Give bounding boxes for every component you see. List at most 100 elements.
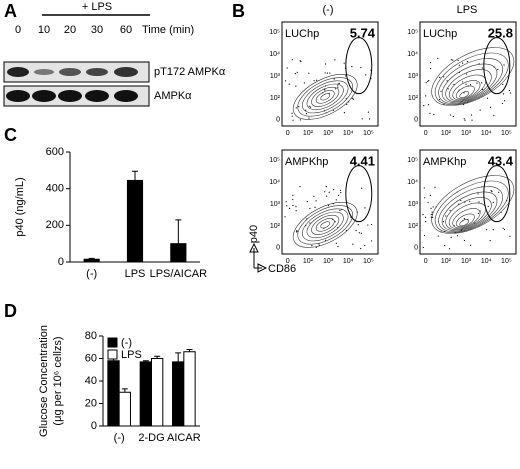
contour (434, 52, 509, 105)
time-tick: 0 (15, 24, 21, 36)
event-dot (338, 82, 340, 85)
event-dot (360, 232, 362, 234)
event-dot (471, 119, 473, 121)
event-dot (333, 189, 335, 191)
event-dot (423, 104, 425, 107)
event-dot (452, 59, 454, 61)
y-tick-label: 10⁴ (407, 51, 418, 58)
event-dot (306, 201, 308, 203)
contours (284, 185, 373, 250)
blot-label: pT172 AMPKα (154, 66, 226, 78)
contours (423, 47, 515, 121)
event-dot (364, 207, 366, 209)
event-dot (449, 114, 452, 116)
event-dot (351, 97, 353, 99)
bar (151, 358, 164, 427)
event-dot (477, 212, 479, 214)
panel-label: B (232, 1, 245, 21)
event-dot (367, 224, 369, 226)
event-dot (314, 206, 316, 208)
contour (297, 77, 353, 117)
event-dot (355, 229, 357, 232)
event-dot (430, 67, 432, 70)
y-tick-label: 200 (46, 219, 64, 231)
x-tick-label: 10³ (323, 258, 334, 265)
event-dot (284, 216, 286, 218)
condition-label: LPS (457, 4, 478, 16)
bar (183, 351, 196, 427)
y-tick-label: 60 (85, 352, 97, 364)
contour (311, 214, 340, 235)
event-dot (437, 57, 439, 60)
y-tick-label: 600 (46, 146, 64, 158)
contour (431, 175, 515, 234)
event-dot (432, 206, 434, 208)
event-dot (308, 72, 310, 74)
bar (107, 360, 120, 427)
plot-frame (419, 21, 517, 127)
event-dot (324, 239, 327, 241)
contour (445, 197, 492, 230)
event-dot (344, 75, 347, 77)
legend-label: LPS (121, 349, 142, 361)
y-tick-label: 10⁴ (269, 179, 280, 186)
event-dot (296, 230, 298, 232)
event-dot (422, 246, 424, 249)
y-tick-label: 0 (276, 245, 280, 252)
contour (306, 211, 344, 239)
event-dot (509, 235, 511, 237)
event-dot (326, 195, 328, 197)
contour (438, 58, 503, 104)
blot (3, 61, 150, 83)
event-dot (440, 90, 442, 92)
plot-name: AMPKhp (423, 156, 466, 168)
blot-label: AMPKα (154, 90, 192, 102)
event-dot (286, 205, 288, 207)
event-dot (446, 80, 448, 82)
event-dot (450, 59, 452, 61)
y-tick-label: 0 (58, 256, 64, 268)
error-bar (175, 352, 182, 362)
event-dot (295, 107, 297, 109)
event-dot (309, 207, 311, 210)
event-dot (328, 191, 330, 193)
panel-label: D (4, 301, 17, 321)
x-tick-label: 0 (424, 258, 428, 265)
event-dot (447, 88, 449, 90)
x-tick-label: 10³ (461, 258, 472, 265)
event-dot (327, 205, 330, 207)
y-tick-label: 10² (408, 95, 419, 102)
event-dot (338, 194, 340, 196)
event-dot (361, 118, 363, 120)
event-dot (430, 213, 432, 215)
treatment-label: + LPS (82, 1, 112, 13)
event-dot (303, 82, 305, 84)
gate (345, 37, 373, 95)
contour (315, 218, 335, 232)
event-dot (460, 199, 462, 202)
event-dot (358, 232, 360, 234)
event-dot (493, 114, 495, 117)
event-dot (333, 78, 335, 80)
event-dot (352, 98, 354, 100)
contour (441, 63, 498, 103)
event-dot (463, 92, 465, 94)
event-dot (469, 200, 471, 202)
time-tick: 30 (91, 24, 103, 36)
event-dot (423, 187, 425, 189)
event-dot (490, 189, 492, 192)
event-dot (443, 76, 445, 78)
y-tick-label: 10³ (270, 201, 281, 208)
event-dot (427, 80, 429, 83)
event-dot (503, 100, 506, 102)
event-dot (313, 80, 315, 82)
axis-label: CD86 (268, 263, 296, 275)
plot-name: LUChp (285, 28, 319, 40)
event-dot (444, 245, 446, 247)
event-dot (292, 198, 294, 201)
contour (452, 208, 481, 229)
event-dot (299, 60, 301, 62)
event-dot (437, 235, 439, 237)
contour (292, 202, 358, 248)
y-tick-label: 40 (85, 375, 97, 387)
